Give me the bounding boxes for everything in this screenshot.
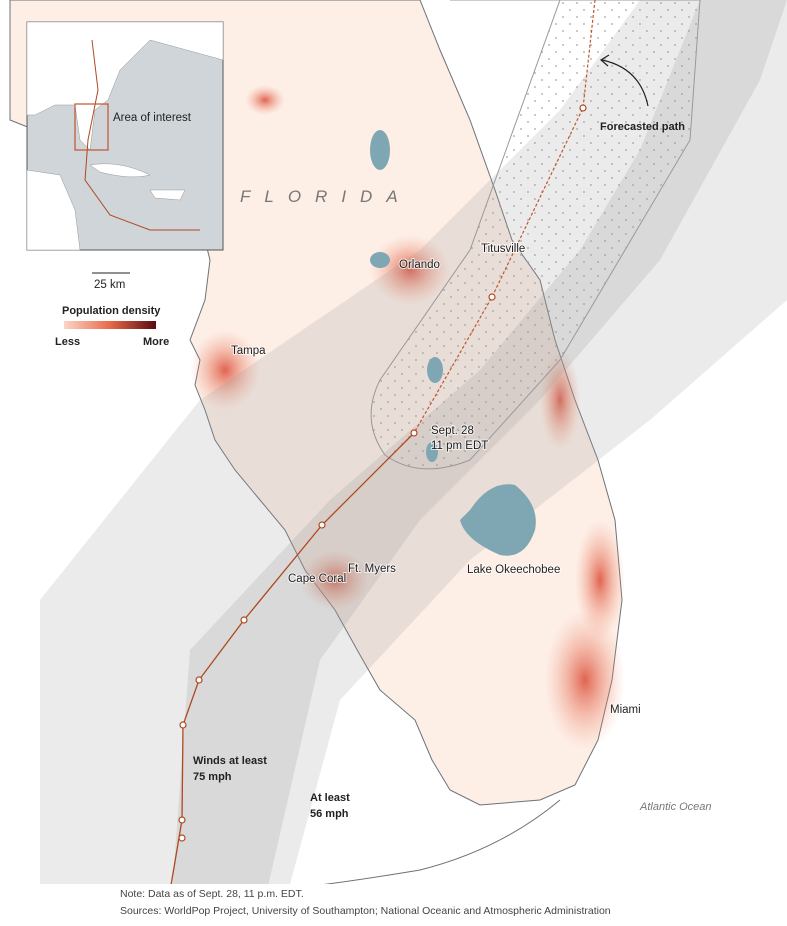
legend-low: Less	[55, 336, 80, 348]
wind-label: 56 mph	[310, 808, 349, 820]
legend-high: More	[143, 336, 169, 348]
forecast-label: Forecasted path	[600, 121, 685, 133]
path-points	[178, 104, 587, 842]
note: Note: Data as of Sept. 28, 11 p.m. EDT.	[120, 888, 304, 900]
city-label: Ft. Myers	[348, 563, 396, 575]
legend-gradient	[64, 321, 156, 329]
lake-label: Lake Okeechobee	[467, 564, 560, 576]
footer-bg	[0, 884, 787, 921]
city-label: Titusville	[481, 243, 525, 255]
wind-label: At least	[310, 792, 350, 804]
forecast-point-date: Sept. 28	[431, 425, 474, 437]
city-label: Orlando	[399, 259, 440, 271]
lakes	[370, 130, 536, 556]
inset-label: Area of interest	[113, 112, 192, 124]
legend-title: Population density	[62, 305, 161, 317]
sources: Sources: WorldPop Project, University of…	[120, 905, 611, 917]
scale-label: 25 km	[94, 279, 125, 291]
inset: Area of interest	[26, 21, 224, 251]
wind-label: Winds at least	[193, 755, 267, 767]
path-forecast	[413, 0, 596, 434]
region-label: FLORIDA	[240, 187, 412, 206]
forecast-cone	[370, 0, 701, 470]
forecast-arrow	[599, 54, 649, 107]
wind-label: 75 mph	[193, 771, 232, 783]
city-label: Miami	[610, 704, 641, 716]
ocean-label: Atlantic Ocean	[639, 801, 712, 813]
keys	[319, 799, 561, 886]
population	[190, 85, 625, 750]
city-label: Tampa	[231, 345, 266, 357]
city-label: Cape Coral	[288, 573, 346, 585]
forecast-point-time: 11 pm EDT	[431, 440, 488, 452]
